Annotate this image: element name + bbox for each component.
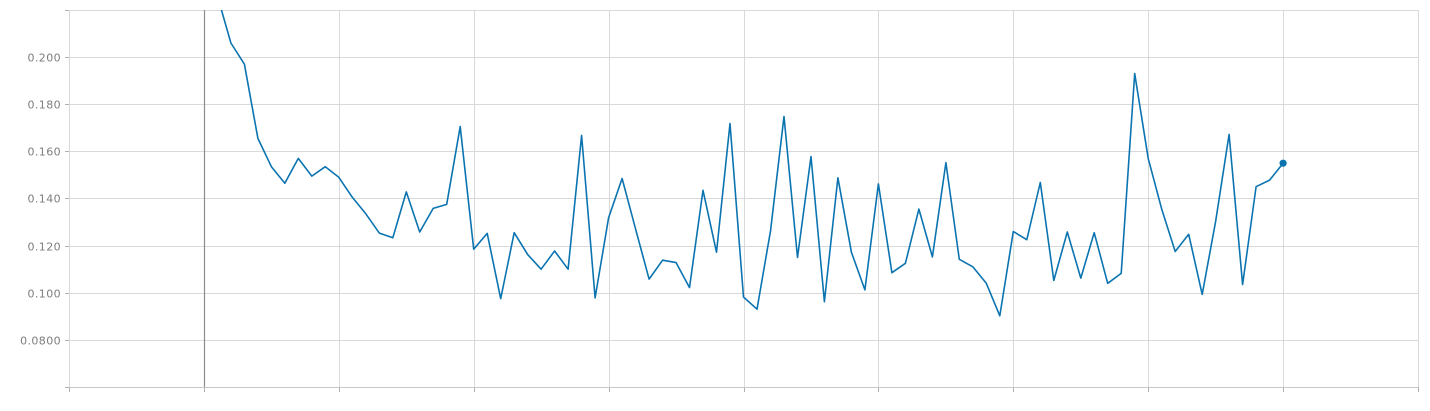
- last-point-marker[interactable]: [1279, 159, 1287, 167]
- axis-layer: 0.0800 0.100 0.120 0.140 0.160 0.180 0.200: [20, 10, 1419, 392]
- grid-layer: [69, 10, 1419, 387]
- series-line: [220, 10, 1284, 317]
- y-tick-label: 0.200: [28, 52, 62, 65]
- y-tick-label: 0.160: [28, 146, 62, 159]
- series-layer: [220, 10, 1287, 317]
- y-tick-label: 0.180: [28, 99, 62, 112]
- y-tick-label: 0.140: [28, 193, 62, 206]
- y-tick-label: 0.120: [28, 241, 62, 254]
- y-tick-label: 0.100: [28, 288, 62, 301]
- y-tick-label: 0.0800: [20, 335, 61, 348]
